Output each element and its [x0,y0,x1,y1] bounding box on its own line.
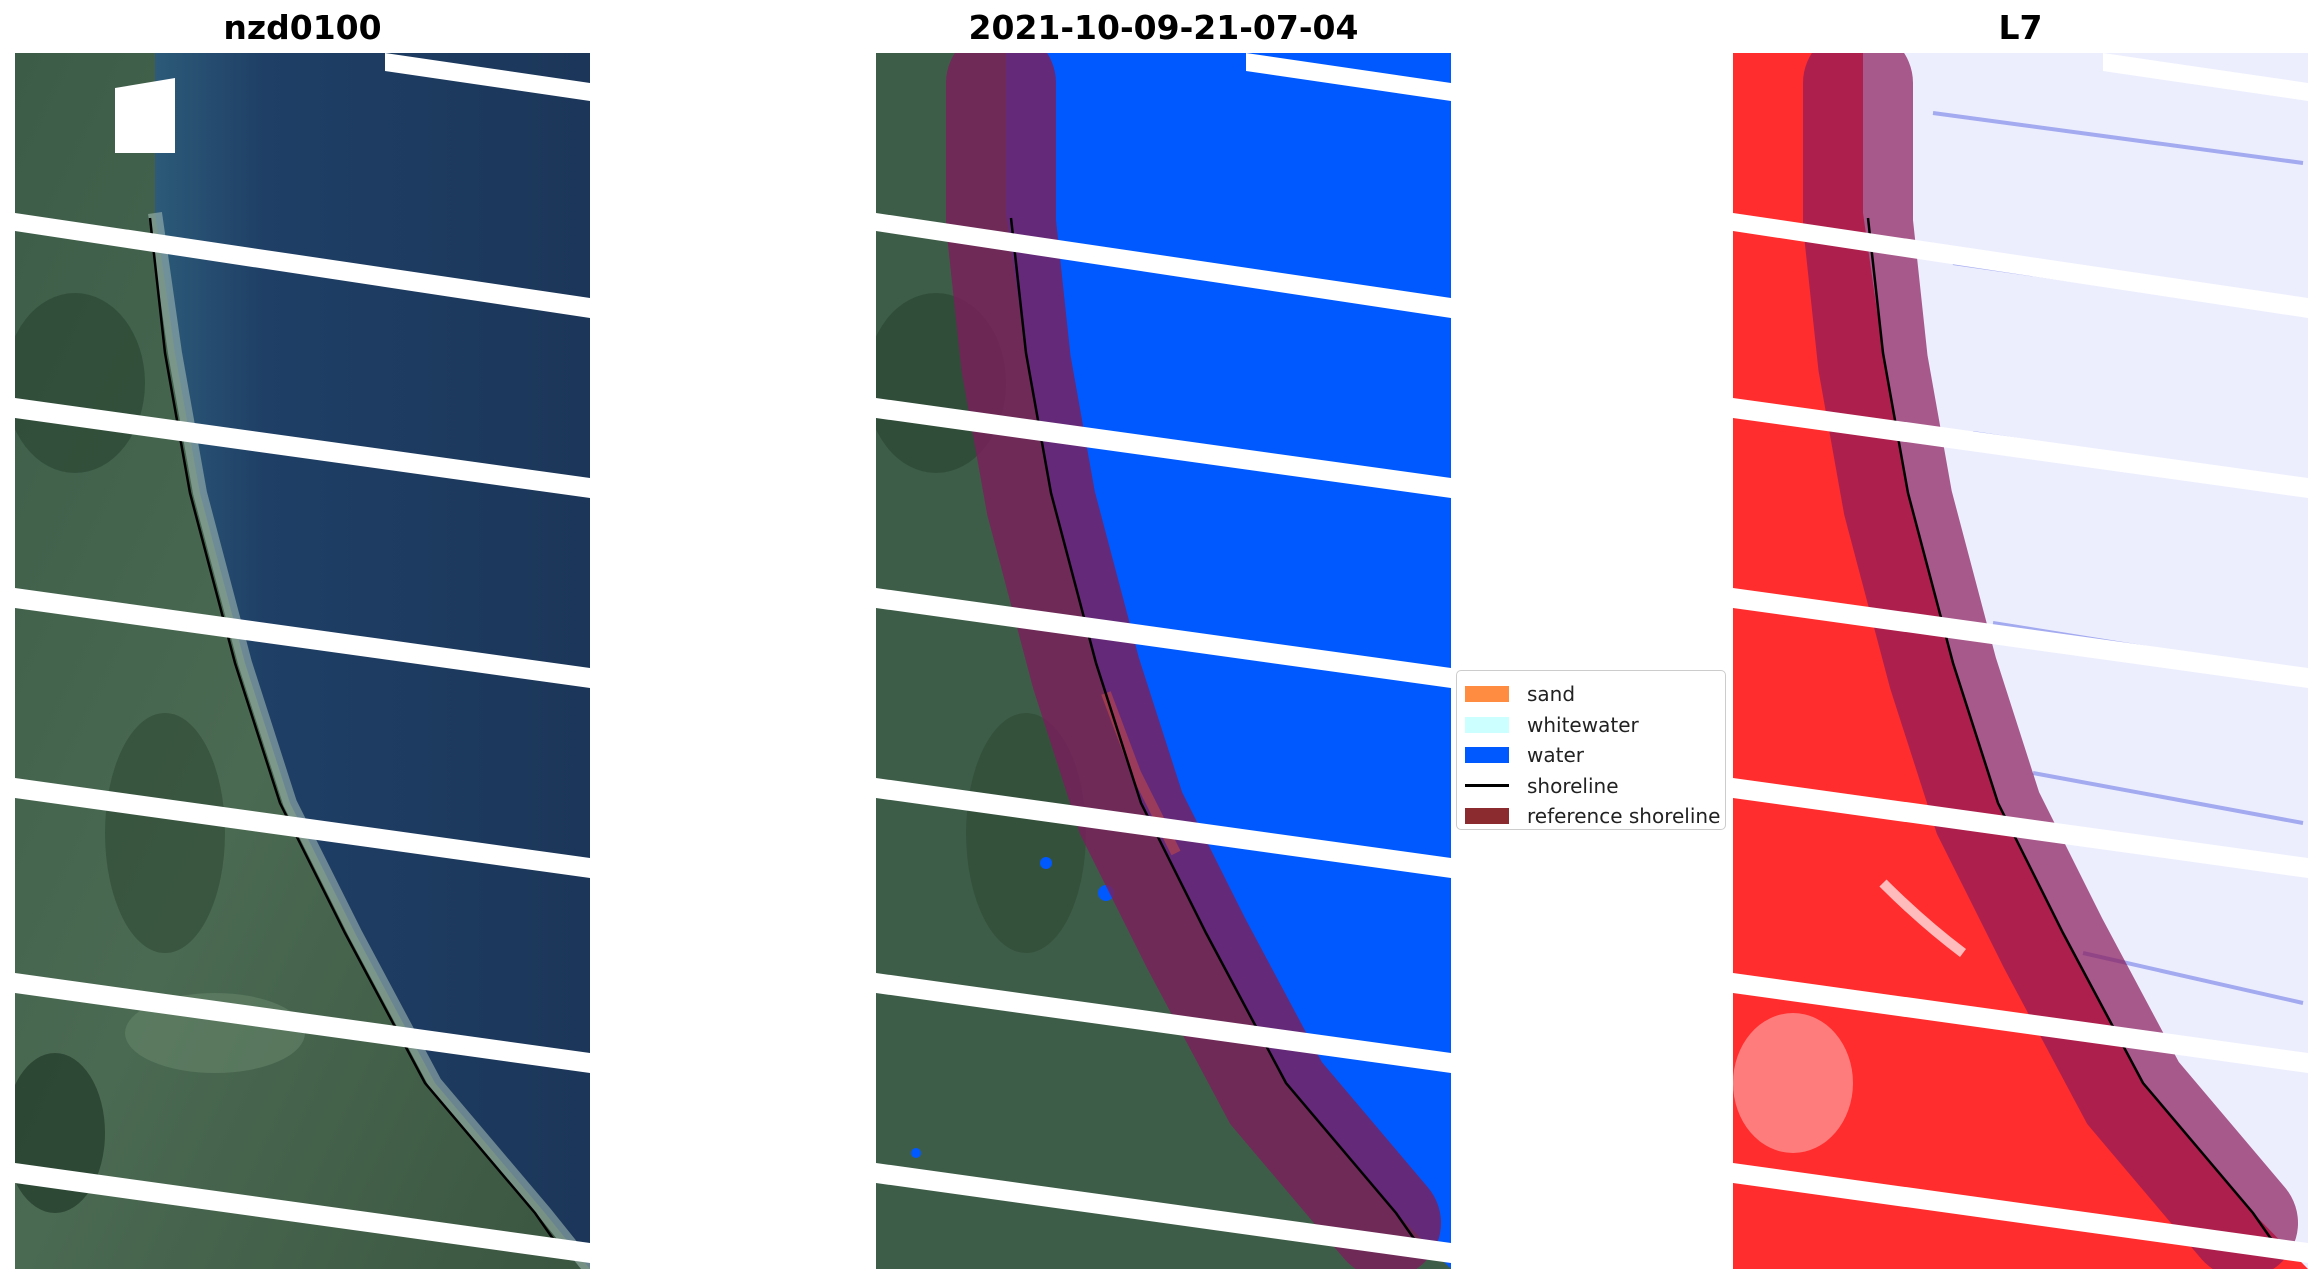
scanline-gaps-classified [876,53,1451,1263]
legend-item-reference-shoreline: reference shoreline [1465,801,1725,832]
legend-label-shoreline: shoreline [1527,773,1619,798]
index-image [1733,53,2308,1269]
scanline-gaps-index [1733,53,2308,1263]
legend-item-whitewater: whitewater [1465,710,1725,741]
panel-title-classified: 2021-10-09-21-07-04 [968,8,1359,47]
legend-label-sand: sand [1527,682,1576,707]
index-panel [1733,53,2308,1269]
legend-line-shoreline [1465,784,1509,788]
rgb-satellite-panel [15,53,590,1269]
legend-label-water: water [1527,743,1584,768]
legend-swatch-water [1465,747,1509,764]
legend-item-sand: sand [1465,679,1725,710]
legend-item-shoreline: shoreline [1465,771,1725,802]
classified-image [876,53,1451,1269]
scanline-gaps-rgb [15,53,590,1263]
legend-label-reference-shoreline: reference shoreline [1527,804,1721,829]
legend-item-water: water [1465,740,1725,771]
panel-title-rgb: nzd0100 [223,8,382,47]
legend-swatch-sand [1465,686,1509,703]
legend-swatch-reference-shoreline [1465,808,1509,825]
classified-panel [876,53,1451,1269]
panel-title-index: L7 [1998,8,2043,47]
legend: sand whitewater water shoreline referenc… [1456,670,1726,830]
legend-label-whitewater: whitewater [1527,712,1639,737]
rgb-satellite-image [15,53,590,1269]
legend-swatch-whitewater [1465,716,1509,733]
